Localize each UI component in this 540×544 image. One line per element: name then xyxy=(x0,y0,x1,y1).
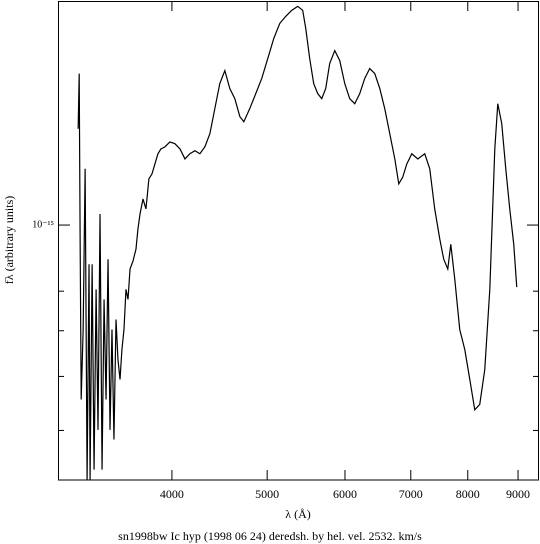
x-tick-label: 7000 xyxy=(399,487,423,501)
caption: sn1998bw Ic hyp (1998 06 24) deredsh. by… xyxy=(118,529,422,543)
x-tick-label: 9000 xyxy=(506,487,530,501)
x-tick-label: 4000 xyxy=(160,487,184,501)
plot-frame xyxy=(58,1,539,481)
y-axis-label: fλ (arbitrary units) xyxy=(2,196,16,284)
x-tick-label: 5000 xyxy=(255,487,279,501)
y-tick-label: 10⁻¹⁵ xyxy=(32,219,54,230)
x-tick-label: 8000 xyxy=(456,487,480,501)
x-tick-label: 6000 xyxy=(333,487,357,501)
spectrum-line xyxy=(77,5,518,480)
x-axis-label: λ (Å) xyxy=(285,507,310,521)
